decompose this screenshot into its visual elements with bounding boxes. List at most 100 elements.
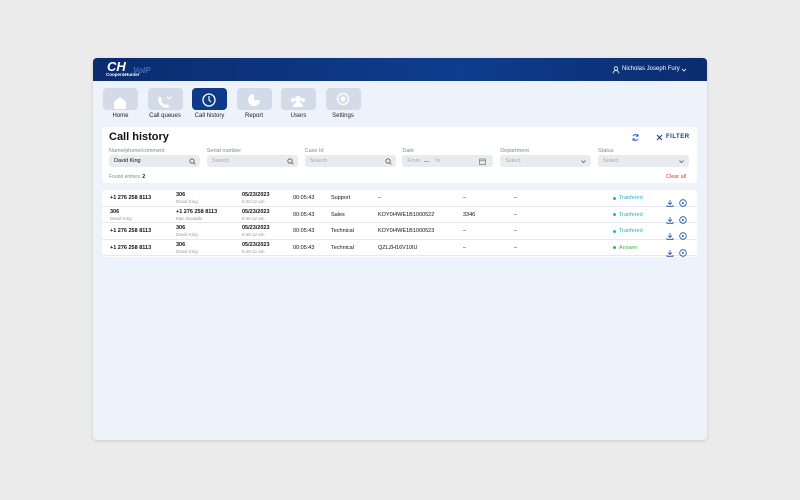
status: Tranfered — [619, 228, 643, 234]
play-button[interactable] — [679, 199, 687, 207]
app-window: CH Cooper&Hunter VoIP Nicholas Joseph Fu… — [93, 58, 707, 440]
status-dot — [613, 229, 616, 233]
nav-button[interactable] — [103, 88, 138, 110]
cell-main: 3346 — [463, 211, 476, 218]
filter-input[interactable]: Search — [304, 155, 396, 167]
calendar-icon[interactable] — [479, 158, 487, 165]
cell-main: 306 — [110, 208, 120, 215]
brand-name: Cooper&Hunter — [106, 72, 140, 77]
filter-label: Serial number — [206, 148, 242, 154]
user-menu-chevron[interactable] — [681, 67, 687, 73]
filter-value: Search — [211, 158, 230, 164]
cell-main: KOY0I4WE1B1000522 — [378, 211, 435, 218]
play-button[interactable] — [679, 215, 687, 224]
user-icon — [612, 66, 620, 74]
filter-label: Case Id — [304, 148, 324, 154]
cell-main: Technical — [331, 228, 354, 234]
filter-label: Date — [402, 148, 415, 154]
nav-label[interactable]: Call queues — [149, 113, 181, 119]
cell-main: +1 276 258 8113 — [110, 244, 152, 251]
table-row[interactable]: 306 David King +1 276 258 8113 Mac Donalds 0… — [102, 207, 697, 224]
nav-label[interactable]: Users — [290, 113, 307, 119]
cell-main: 05/23/2023 — [242, 192, 270, 198]
nav-label[interactable]: Home — [112, 113, 129, 119]
table-row[interactable]: +1 276 258 8113 306 David King 05/23/2023 8:… — [102, 223, 697, 240]
date-sep — [424, 161, 430, 162]
filter-value: Select — [505, 158, 521, 164]
search-icon[interactable] — [287, 158, 294, 165]
cell-main: 00:05:43 — [293, 228, 315, 234]
play-button[interactable] — [679, 248, 687, 257]
play-button[interactable] — [679, 232, 687, 240]
filter-label: Status — [598, 148, 614, 154]
cell-sub: 8:46:12 am — [242, 199, 265, 204]
cell-main: 306 — [176, 192, 186, 198]
cell-main: 05/23/2023 — [242, 241, 270, 248]
filter-input[interactable]: David King — [109, 155, 200, 167]
header: CH Cooper&Hunter VoIP Nicholas Joseph Fu… — [93, 58, 707, 81]
filter-input[interactable]: Select — [598, 155, 689, 167]
download-button[interactable] — [666, 249, 674, 257]
cell-main: – — [463, 244, 467, 251]
brand-suffix: VoIP — [133, 66, 151, 75]
nav-button[interactable] — [147, 88, 183, 110]
cell-main: – — [514, 228, 518, 234]
nav-label[interactable]: Report — [244, 113, 263, 119]
nav-button[interactable] — [281, 88, 316, 110]
cell-sub: 8:46:12 am — [242, 248, 265, 254]
cell-main: 306 — [176, 241, 186, 248]
download-button[interactable] — [666, 216, 674, 224]
table-row[interactable]: +1 276 258 8113 306 David King 05/23/2023 8:… — [102, 190, 697, 207]
found-label: Found entries: — [109, 174, 141, 180]
filter-button[interactable]: FILTER — [666, 134, 690, 140]
filter-input[interactable]: From To — [402, 155, 494, 167]
cell-sub: David King — [176, 232, 198, 237]
download-button[interactable] — [666, 199, 674, 207]
nav-icon — [114, 97, 126, 109]
status: Tranfered — [619, 211, 643, 218]
status: Answer — [619, 244, 638, 251]
cell-main: Technical — [331, 244, 354, 251]
cell-sub: David King — [110, 215, 132, 221]
table-row[interactable]: +1 276 258 8113 306 David King 05/23/2023 8:… — [102, 240, 697, 257]
filter-value: Select — [603, 158, 619, 164]
cell-sub: David King — [176, 199, 198, 204]
date-to: To — [434, 158, 441, 164]
nav-label[interactable]: Call history — [194, 113, 225, 119]
search-icon[interactable] — [189, 158, 196, 165]
search-icon[interactable] — [384, 158, 392, 165]
nav-icon — [247, 94, 260, 106]
cell-sub: 8:46:12 am — [242, 232, 265, 237]
clear-all[interactable]: Clear all — [666, 174, 687, 180]
cell-main: – — [514, 211, 518, 218]
cell-main: 05/23/2023 — [242, 225, 270, 231]
select-chevron[interactable] — [580, 158, 587, 165]
filter-close-icon[interactable] — [656, 134, 663, 141]
status: Tranfered — [619, 195, 643, 201]
cell-main: 306 — [176, 225, 186, 231]
download-button[interactable] — [666, 232, 674, 240]
filter-card: Call history FILTER Found entries: 2 Cle… — [102, 127, 697, 183]
page-title: Call history — [109, 131, 169, 143]
cell-main: +1 276 258 8113 — [176, 208, 218, 215]
cell-main: – — [514, 195, 518, 201]
cell-main: – — [463, 228, 467, 234]
filter-input[interactable]: Search — [206, 155, 298, 167]
nav-button[interactable] — [325, 88, 361, 110]
nav-button[interactable] — [192, 88, 227, 110]
nav-icon — [202, 93, 216, 107]
filter-input[interactable]: Select — [500, 155, 592, 167]
nav-button[interactable] — [236, 88, 272, 110]
filter-value: David King — [114, 158, 141, 164]
found-count: 2 — [142, 174, 146, 180]
cell-main: 00:05:43 — [293, 244, 315, 251]
user-name[interactable]: Nicholas Joseph Fury — [622, 66, 680, 72]
cell-main: 05/23/2023 — [242, 208, 270, 215]
cell-main: – — [378, 195, 382, 201]
refresh-button[interactable] — [631, 133, 640, 142]
nav-label[interactable]: Settings — [332, 113, 354, 119]
cell-main: – — [514, 244, 518, 251]
cell-main: – — [463, 195, 467, 201]
select-chevron[interactable] — [678, 158, 685, 165]
cell-main: 00:05:43 — [293, 195, 315, 201]
